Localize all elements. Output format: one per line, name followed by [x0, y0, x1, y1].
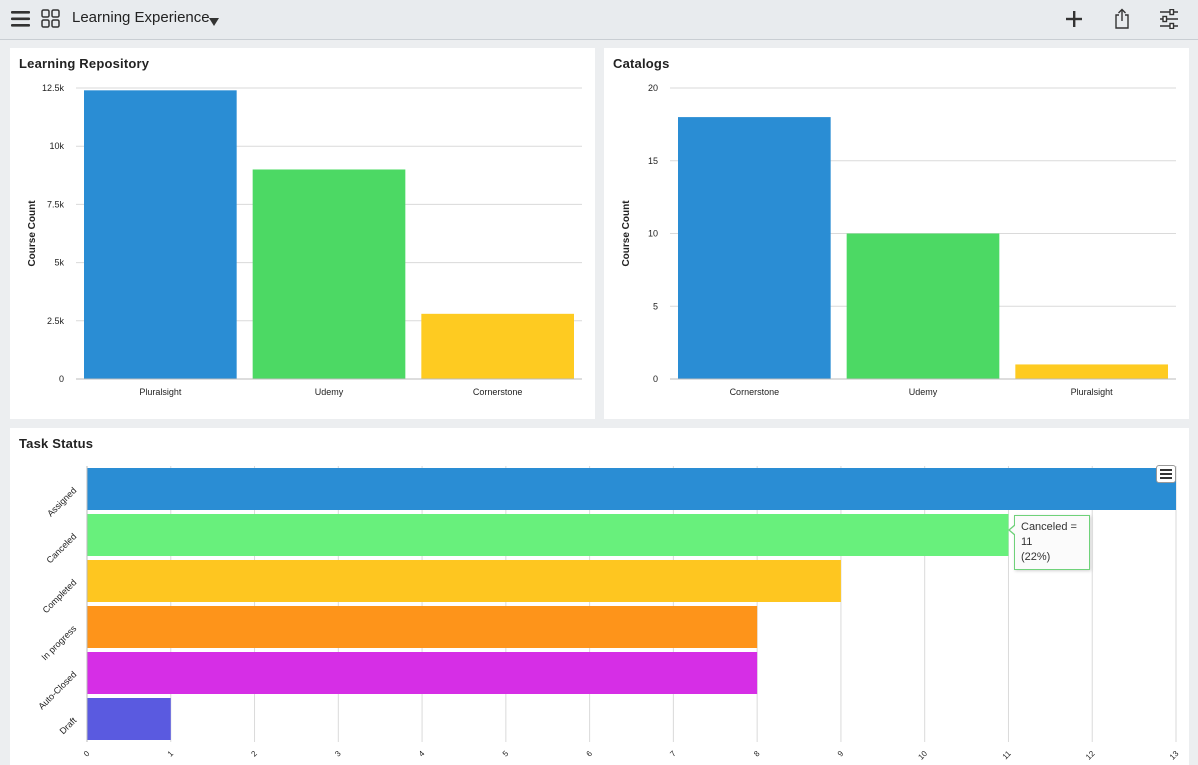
x-tick-label: 0 [82, 749, 92, 759]
bar [87, 560, 841, 602]
catalogs-panel: Catalogs 0 5 10 15 20 Course Count Cornerstone… [604, 48, 1189, 419]
y-tick-label: 10k [49, 141, 64, 151]
x-tick-label: Cornerstone [730, 387, 780, 397]
bar [87, 468, 1176, 510]
bar [678, 117, 831, 379]
y-tick-label: 0 [59, 374, 64, 384]
panel-title: Task Status [19, 436, 94, 451]
x-tick-label: 10 [916, 749, 929, 762]
y-tick-label: Completed [41, 577, 79, 615]
share-icon[interactable] [1113, 8, 1131, 35]
x-tick-label: 8 [752, 749, 762, 759]
x-tick-label: Udemy [909, 387, 938, 397]
y-tick-label: 7.5k [47, 199, 65, 209]
plus-icon[interactable] [1064, 9, 1084, 34]
grid-icon[interactable] [41, 9, 61, 34]
y-tick-label: 2.5k [47, 316, 65, 326]
bar [84, 90, 237, 379]
y-tick-label: Canceled [44, 531, 78, 565]
chart-menu-button[interactable] [1156, 465, 1176, 483]
y-tick-label: 12.5k [42, 83, 65, 93]
tooltip-percent: (22%) [1021, 551, 1051, 563]
app-title[interactable]: Learning Experience [72, 9, 210, 26]
learning-repository-chart: 0 2.5k 5k 7.5k 10k 12.5k Course Count Pluralsig… [27, 83, 582, 397]
bar [846, 233, 1000, 379]
panel-title: Learning Repository [19, 56, 150, 71]
x-tick-label: Cornerstone [473, 387, 523, 397]
x-tick-label: 4 [417, 749, 427, 759]
y-tick-label: Assigned [45, 485, 78, 518]
bar-tooltip: Canceled = 11 (22%) [1008, 515, 1090, 570]
learning-repository-panel: Learning Repository 0 2.5k 5k 7.5k 10k 12.5k C… [10, 48, 595, 419]
x-tick-label: 2 [249, 749, 259, 759]
x-tick-label: 12 [1084, 749, 1097, 762]
task-status-chart: 0 1 2 3 4 5 6 7 8 9 10 11 12 13AssignedCanceledComple… [36, 466, 1181, 762]
x-tick-label: Pluralsight [139, 387, 182, 397]
x-tick-label: 6 [585, 749, 595, 759]
x-tick-label: 9 [836, 749, 846, 759]
y-tick-label: 5 [653, 301, 658, 311]
panel-title: Catalogs [613, 56, 670, 71]
y-tick-label: 20 [648, 83, 658, 93]
y-tick-label: 5k [54, 258, 64, 268]
bar [1015, 364, 1168, 379]
y-tick-label: 10 [648, 229, 658, 239]
y-tick-label: 15 [648, 156, 658, 166]
tooltip-value: Canceled = 11 [1021, 521, 1077, 548]
bar [87, 652, 758, 694]
bar [87, 514, 1009, 556]
x-tick-label: Udemy [315, 387, 344, 397]
bar [87, 606, 758, 648]
x-tick-label: 7 [668, 749, 678, 759]
x-tick-label: 13 [1168, 749, 1181, 762]
bar [87, 698, 171, 740]
x-tick-label: 1 [166, 749, 176, 759]
y-tick-label: In progress [40, 623, 79, 662]
hamburger-icon [1160, 469, 1172, 479]
task-status-panel: Task Status 0 1 2 3 4 5 6 7 8 9 10 11 12 13 Assigned Ca… [10, 428, 1189, 765]
y-tick-label: 0 [653, 374, 658, 384]
x-tick-label: Pluralsight [1071, 387, 1114, 397]
catalogs-chart: 0 5 10 15 20 Course Count Cornerstone Udemy Plur… [621, 83, 1176, 397]
y-tick-label: Draft [58, 715, 79, 736]
top-bar: Learning Experience [0, 0, 1198, 40]
sliders-icon[interactable] [1159, 8, 1179, 34]
bar [252, 169, 406, 379]
hamburger-icon[interactable] [11, 10, 31, 33]
y-tick-label: Auto-Closed [36, 669, 78, 711]
x-tick-label: 3 [333, 749, 343, 759]
x-tick-label: 11 [1001, 749, 1014, 762]
y-axis-label: Course Count [621, 200, 632, 267]
caret-down-icon[interactable] [208, 14, 220, 32]
bar [421, 313, 574, 379]
x-tick-label: 5 [501, 749, 511, 759]
y-axis-label: Course Count [27, 200, 38, 267]
